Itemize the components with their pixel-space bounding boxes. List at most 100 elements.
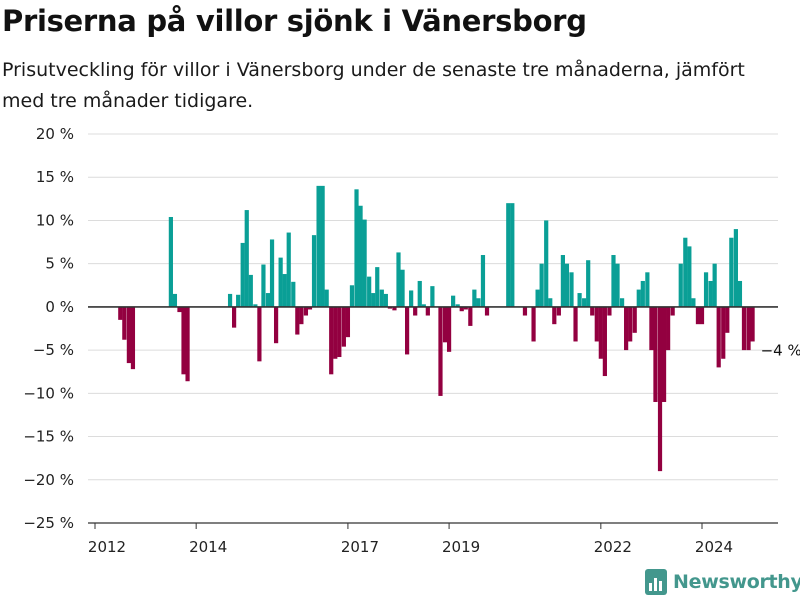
- bar: [691, 298, 696, 307]
- bar: [741, 306, 747, 351]
- bar: [611, 255, 616, 307]
- bar: [476, 298, 481, 307]
- y-tick-label: −5 %: [33, 341, 74, 359]
- y-tick-label: 10 %: [36, 211, 74, 229]
- bar: [703, 272, 709, 307]
- bar: [354, 189, 359, 307]
- bar: [586, 260, 591, 307]
- bar: [455, 304, 460, 307]
- bar: [337, 306, 342, 358]
- bar: [661, 306, 667, 402]
- bar: [375, 267, 380, 307]
- bar: [446, 306, 452, 352]
- bar: [602, 306, 607, 377]
- last-value-label: −4 %: [761, 342, 800, 360]
- bar: [367, 276, 372, 307]
- bar: [522, 306, 528, 316]
- bar: [695, 306, 701, 325]
- bar: [716, 306, 721, 368]
- bar: [387, 306, 392, 309]
- bar: [130, 306, 136, 370]
- bar: [548, 298, 553, 307]
- bar: [248, 274, 253, 307]
- bar: [324, 289, 329, 307]
- bar: [598, 306, 603, 359]
- bar: [510, 203, 515, 307]
- bar: [316, 185, 321, 307]
- bar: [442, 306, 448, 343]
- bar: [577, 293, 582, 307]
- bar: [564, 263, 570, 307]
- bar: [253, 304, 258, 307]
- brand-name: Newsworthy: [673, 571, 800, 593]
- bar: [286, 232, 291, 307]
- bar: [421, 304, 426, 307]
- bar: [291, 281, 296, 307]
- bar-chart-logo-icon: [645, 569, 667, 595]
- y-tick-label: −20 %: [23, 471, 74, 489]
- bar: [539, 263, 544, 307]
- bar: [430, 286, 435, 307]
- bar: [261, 264, 266, 307]
- bar: [459, 306, 464, 312]
- bar: [349, 285, 355, 307]
- bar: [645, 272, 650, 307]
- bar: [333, 306, 338, 359]
- x-tick-label: 2019: [442, 538, 480, 556]
- x-tick-label: 2024: [695, 538, 733, 556]
- bar: [666, 306, 671, 351]
- bar: [278, 257, 283, 307]
- bar: [168, 216, 173, 307]
- bar: [468, 306, 473, 326]
- bar: [240, 242, 245, 307]
- bar: [379, 289, 384, 307]
- bar: [552, 306, 557, 325]
- bar: [358, 205, 363, 307]
- bar: [725, 306, 730, 333]
- y-axis-labels: 20 % 15 % 10 % 5 % 0 % −5 % −10 % −15 % −20 % −25…: [23, 125, 74, 532]
- bar: [624, 306, 629, 351]
- bar: [678, 263, 683, 307]
- bar: [472, 289, 477, 307]
- bar: [619, 298, 625, 307]
- bar: [556, 306, 561, 316]
- bar: [649, 306, 654, 351]
- bar: [345, 306, 351, 338]
- bar: [569, 272, 574, 307]
- y-tick-label: 0 %: [45, 298, 74, 316]
- bar: [273, 306, 279, 344]
- bar: [396, 252, 401, 307]
- bar: [506, 203, 511, 307]
- bar: [172, 293, 178, 307]
- bar: [708, 280, 713, 307]
- bar: [535, 289, 540, 307]
- bar: [181, 306, 186, 375]
- bar: [413, 306, 418, 316]
- y-tick-label: −15 %: [23, 428, 74, 446]
- y-tick-label: 5 %: [45, 255, 74, 273]
- bar: [750, 306, 755, 342]
- bar: [409, 290, 414, 307]
- x-axis: 2012 2014 2017 2019 2022 2024: [88, 522, 778, 556]
- bar: [594, 306, 599, 342]
- bar: [118, 306, 123, 320]
- bar: [628, 306, 633, 342]
- bar: [311, 235, 317, 307]
- bar: [269, 239, 275, 307]
- bar: [640, 280, 645, 307]
- bar: [341, 306, 346, 347]
- bar: [615, 263, 620, 307]
- chart-subtitle: Prisutveckling för villor i Vänersborg u…: [2, 59, 745, 112]
- bar: [712, 263, 717, 307]
- bar: [729, 237, 734, 307]
- bar: [737, 280, 743, 307]
- chart-title: Priserna på villor sjönk i Vänersborg: [2, 4, 587, 38]
- bar: [126, 306, 131, 364]
- bar: [746, 306, 751, 351]
- bar: [392, 306, 397, 311]
- bar: [299, 306, 304, 325]
- bar: [531, 306, 536, 342]
- bar: [721, 306, 726, 359]
- bar: [177, 306, 182, 313]
